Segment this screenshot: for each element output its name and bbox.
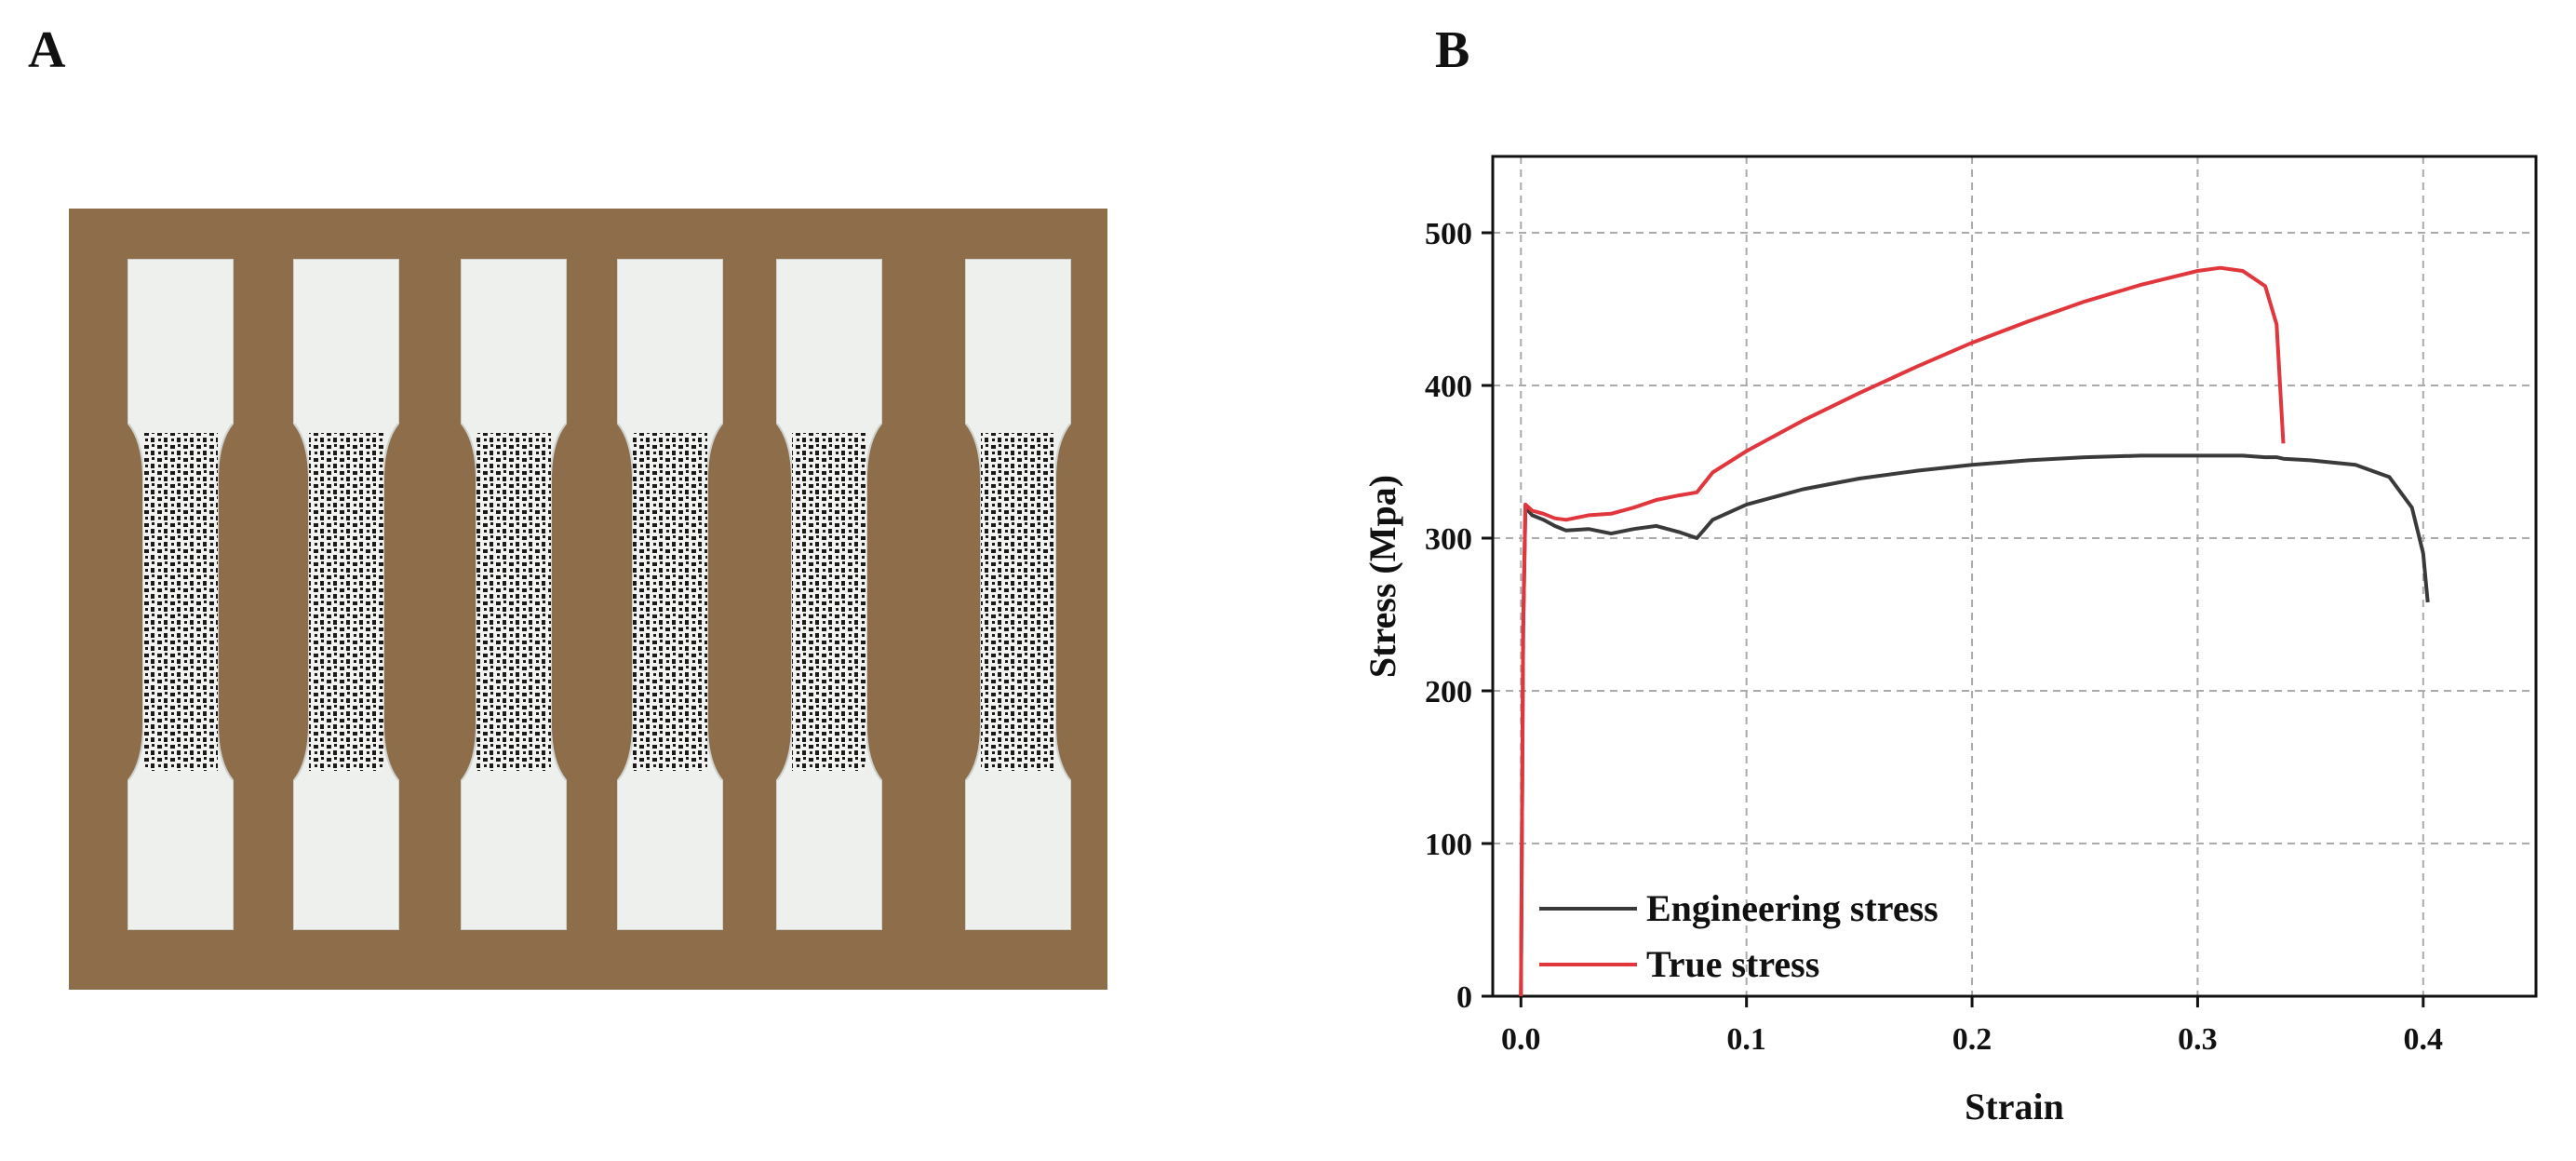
panel-label: B xyxy=(1435,21,1469,79)
plot-frame xyxy=(1491,155,2538,998)
y-tick-label: 100 xyxy=(1425,828,1472,862)
grip xyxy=(777,780,881,929)
y-tick-label: 500 xyxy=(1425,217,1472,251)
grip xyxy=(966,260,1070,424)
grip xyxy=(462,260,566,424)
grip xyxy=(966,780,1070,929)
x-tick-label: 0.0 xyxy=(1501,1022,1541,1057)
x-axis-label: Strain xyxy=(1965,1086,2064,1127)
grip xyxy=(618,260,722,424)
y-tick-label: 0 xyxy=(1456,980,1472,1015)
speckle-area xyxy=(309,433,383,771)
speckle-area xyxy=(143,433,218,771)
speckle-area xyxy=(633,433,707,771)
grip xyxy=(618,780,722,929)
x-tick-label: 0.4 xyxy=(2404,1022,2444,1057)
speckle-area xyxy=(476,433,551,771)
legend-label: True stress xyxy=(1646,943,1819,985)
speckle-area xyxy=(981,433,1055,771)
cardboard xyxy=(69,209,1107,990)
grip xyxy=(777,260,881,424)
grip xyxy=(128,260,233,424)
x-tick-label: 0.2 xyxy=(1952,1022,1992,1057)
legend-label: Engineering stress xyxy=(1646,887,1939,929)
panel-label: A xyxy=(28,21,66,79)
grip xyxy=(294,260,398,424)
series-line xyxy=(1519,453,2430,997)
grip xyxy=(128,780,233,929)
y-tick-label: 400 xyxy=(1425,370,1472,404)
x-tick-label: 0.1 xyxy=(1726,1022,1766,1057)
y-tick-label: 200 xyxy=(1425,675,1472,709)
grip xyxy=(462,780,566,929)
y-tick-label: 300 xyxy=(1425,522,1472,557)
specimen-photo xyxy=(69,209,1107,990)
chart: 0.0 0.1 0.2 0.3 0.4 0 100 200 300 400 500 Strain Str… xyxy=(1362,155,2538,1127)
y-axis-label: Stress (Mpa) xyxy=(1362,475,1403,678)
grip xyxy=(294,780,398,929)
series-line xyxy=(1519,265,2286,997)
x-tick-label: 0.3 xyxy=(2178,1022,2218,1057)
speckle-area xyxy=(792,433,866,771)
